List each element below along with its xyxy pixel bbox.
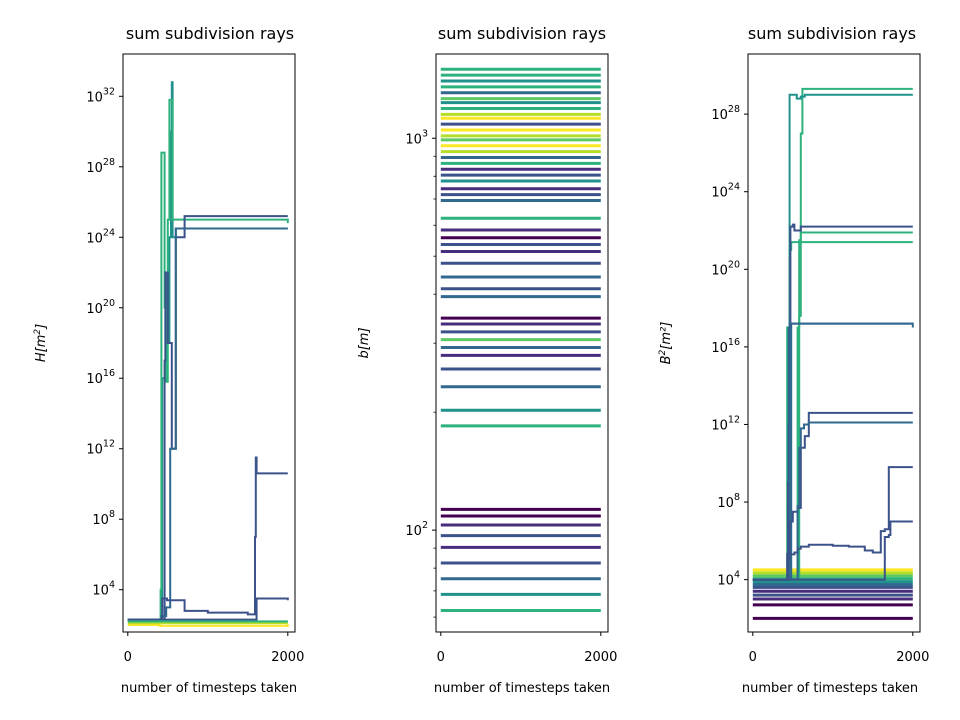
series-line <box>752 223 913 581</box>
y-tick-label: 1016 <box>711 337 740 356</box>
x-tick-label: 2000 <box>271 650 304 665</box>
subplot-b-title: sum subdivision rays <box>438 24 606 43</box>
subplot-h-series <box>127 81 289 627</box>
subplot-b2-series <box>752 87 914 620</box>
y-tick-label: 1020 <box>711 259 740 278</box>
series-line <box>127 623 289 627</box>
subplot-b: sum subdivision rays 102 103 0 2000 number… <box>357 24 617 696</box>
subplot-b-x-label: number of timesteps taken <box>434 681 610 696</box>
subplot-b-series <box>440 67 601 612</box>
series-line <box>752 520 913 581</box>
series-line <box>127 227 288 621</box>
y-tick-label: 1024 <box>711 182 740 201</box>
y-tick-label: 108 <box>717 492 740 511</box>
y-tick-label: 1020 <box>86 298 115 317</box>
subplot-b2-axes-frame <box>747 53 921 633</box>
x-tick-label: 2000 <box>584 650 617 665</box>
y-tick-label: 103 <box>405 128 428 147</box>
subplot-b-x-ticks: 0 2000 <box>437 632 617 665</box>
subplot-b2: sum subdivision rays 1041081012101610201… <box>658 24 929 696</box>
y-tick-label: 104 <box>92 580 115 599</box>
x-tick-label: 0 <box>749 650 757 665</box>
subplot-h-x-label: number of timesteps taken <box>121 681 297 696</box>
y-tick-label: 1012 <box>711 414 740 433</box>
y-tick-label: 1016 <box>86 368 115 387</box>
y-tick-label: 1012 <box>86 439 115 458</box>
subplot-h: sum subdivision rays 1041081012101610201… <box>33 24 304 696</box>
series-line <box>127 81 288 621</box>
subplot-h-y-label: H[m2] <box>33 324 49 362</box>
series-line <box>127 215 288 621</box>
series-line <box>127 98 289 621</box>
subplot-b-y-ticks: 102 103 <box>405 128 436 618</box>
subplot-h-x-ticks: 0 2000 <box>124 632 304 665</box>
series-line <box>752 466 913 581</box>
subplot-h-title: sum subdivision rays <box>126 24 294 43</box>
subplot-b2-title: sum subdivision rays <box>748 24 916 43</box>
y-tick-label: 1028 <box>711 104 740 123</box>
x-tick-label: 2000 <box>896 650 929 665</box>
y-tick-label: 108 <box>92 509 115 528</box>
series-line <box>127 456 288 621</box>
x-tick-label: 0 <box>124 650 132 665</box>
y-tick-label: 1028 <box>86 157 115 176</box>
subplot-b-y-label: b[m] <box>357 327 372 358</box>
y-tick-label: 104 <box>717 570 740 589</box>
series-line <box>752 322 914 581</box>
y-tick-label: 102 <box>405 520 428 539</box>
x-tick-label: 0 <box>437 650 445 665</box>
subplot-b2-x-label: number of timesteps taken <box>742 681 918 696</box>
subplot-b2-y-ticks: 104 108 1012 1016 1020 1024 1028 <box>711 104 748 589</box>
y-tick-label: 1024 <box>86 227 115 246</box>
subplot-b2-y-label: B2[m²] <box>658 322 674 365</box>
subplot-h-y-ticks: 104 108 1012 1016 1020 1024 1028 1032 <box>86 86 123 599</box>
series-line <box>127 597 289 621</box>
series-line <box>752 322 913 581</box>
subplot-b2-x-ticks: 0 2000 <box>749 632 929 665</box>
subplot-h-axes-frame <box>122 53 296 633</box>
y-tick-label: 1032 <box>86 86 115 105</box>
